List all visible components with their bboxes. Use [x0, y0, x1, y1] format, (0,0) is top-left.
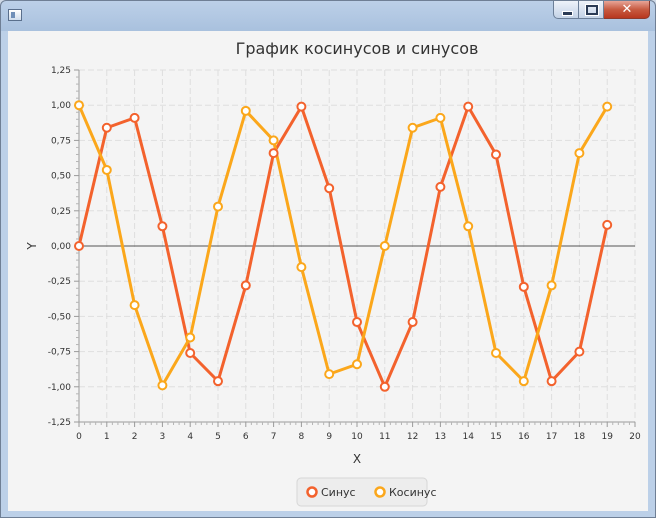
x-tick-label: 4: [187, 432, 193, 442]
x-tick-label: 0: [76, 432, 82, 442]
chart-panel: 0 1 2 3 4 5 6 7 8 9 10 11 12 13 14 15 16 17 18 19 20 1,25 1,00…: [8, 31, 648, 511]
data-point: [435, 181, 446, 192]
y-tick-label: 1,25: [51, 66, 71, 76]
data-point: [240, 280, 251, 291]
data-point: [324, 183, 335, 194]
data-point: [296, 101, 307, 112]
maximize-button[interactable]: [579, 1, 604, 19]
x-tick-label: 9: [326, 432, 332, 442]
x-tick-label: 10: [351, 432, 363, 442]
data-point: [435, 112, 446, 123]
data-point: [213, 201, 223, 212]
data-point: [101, 122, 112, 133]
data-point: [379, 381, 390, 392]
data-point: [546, 280, 557, 291]
y-tick-label: -1,25: [48, 418, 71, 428]
x-tick-label: 8: [299, 432, 305, 442]
x-tick-label: 14: [462, 432, 474, 442]
data-point: [379, 241, 390, 251]
data-point: [518, 376, 529, 387]
y-tick-label: -0,25: [48, 277, 71, 287]
data-point: [185, 332, 196, 343]
legend-box: [296, 477, 428, 507]
minimize-button[interactable]: [553, 1, 579, 19]
x-tick-label: 18: [574, 432, 586, 442]
data-point: [101, 164, 112, 175]
data-point: [352, 359, 362, 370]
data-point: [463, 101, 474, 112]
data-point: [74, 241, 84, 251]
data-point: [240, 105, 251, 116]
title-bar[interactable]: ✕: [1, 1, 655, 31]
x-tick-label: 12: [407, 432, 418, 442]
y-tick-label: 0,00: [51, 242, 71, 252]
data-point: [407, 122, 418, 133]
data-point: [602, 219, 613, 230]
x-tick-label: 13: [435, 432, 446, 442]
x-tick-label: 17: [546, 432, 557, 442]
app-window-icon[interactable]: [8, 9, 22, 21]
data-point: [352, 317, 362, 328]
line-chart: 0 1 2 3 4 5 6 7 8 9 10 11 12 13 14 15 16 17 18 19 201,251,00…: [25, 39, 641, 507]
x-axis-label: X: [353, 452, 361, 466]
data-point: [491, 149, 501, 160]
y-axis-label: Y: [25, 242, 39, 251]
data-point: [324, 369, 335, 380]
data-point: [574, 148, 585, 159]
y-tick-label: -0,75: [48, 348, 71, 358]
data-point: [129, 112, 140, 123]
close-button[interactable]: ✕: [604, 1, 650, 19]
data-point: [157, 221, 168, 232]
y-tick-label: 0,25: [51, 207, 71, 217]
y-tick-label: 0,50: [51, 172, 71, 182]
x-tick-label: 16: [518, 432, 530, 442]
close-icon: ✕: [621, 2, 633, 17]
y-tick-label: 1,00: [51, 101, 71, 111]
window-controls: ✕: [553, 1, 650, 21]
x-tick-label: 6: [243, 432, 249, 442]
x-tick-label: 19: [601, 432, 613, 442]
series-line: [77, 105, 609, 389]
x-tick-label: 20: [629, 432, 641, 442]
series-line: [77, 104, 609, 387]
chart-title: График косинусов и синусов: [236, 39, 479, 58]
data-point: [268, 135, 279, 146]
legend-label: Синус: [321, 486, 356, 499]
legend-label: Косинус: [389, 486, 437, 499]
data-point: [296, 262, 307, 273]
data-point: [491, 348, 501, 359]
data-point: [602, 101, 613, 112]
y-tick-label: -1,00: [48, 383, 72, 393]
x-tick-label: 11: [379, 432, 390, 442]
data-point: [407, 317, 418, 328]
data-point: [268, 148, 279, 159]
data-point: [546, 376, 557, 387]
x-tick-label: 3: [160, 432, 166, 442]
y-tick-label: -0,50: [48, 312, 72, 322]
data-point: [157, 380, 168, 391]
y-tick-label: 0,75: [51, 136, 71, 146]
data-point: [213, 376, 223, 387]
x-tick-label: 2: [132, 432, 138, 442]
legend-marker: [306, 486, 318, 498]
data-point: [463, 221, 474, 232]
data-point: [185, 348, 196, 359]
x-tick-label: 5: [215, 432, 221, 442]
data-point: [129, 300, 140, 311]
legend-marker: [374, 486, 386, 498]
data-point: [74, 100, 84, 111]
x-tick-label: 1: [104, 432, 110, 442]
data-point: [518, 281, 529, 292]
x-tick-label: 7: [271, 432, 277, 442]
data-point: [574, 346, 585, 357]
x-tick-label: 15: [490, 432, 501, 442]
